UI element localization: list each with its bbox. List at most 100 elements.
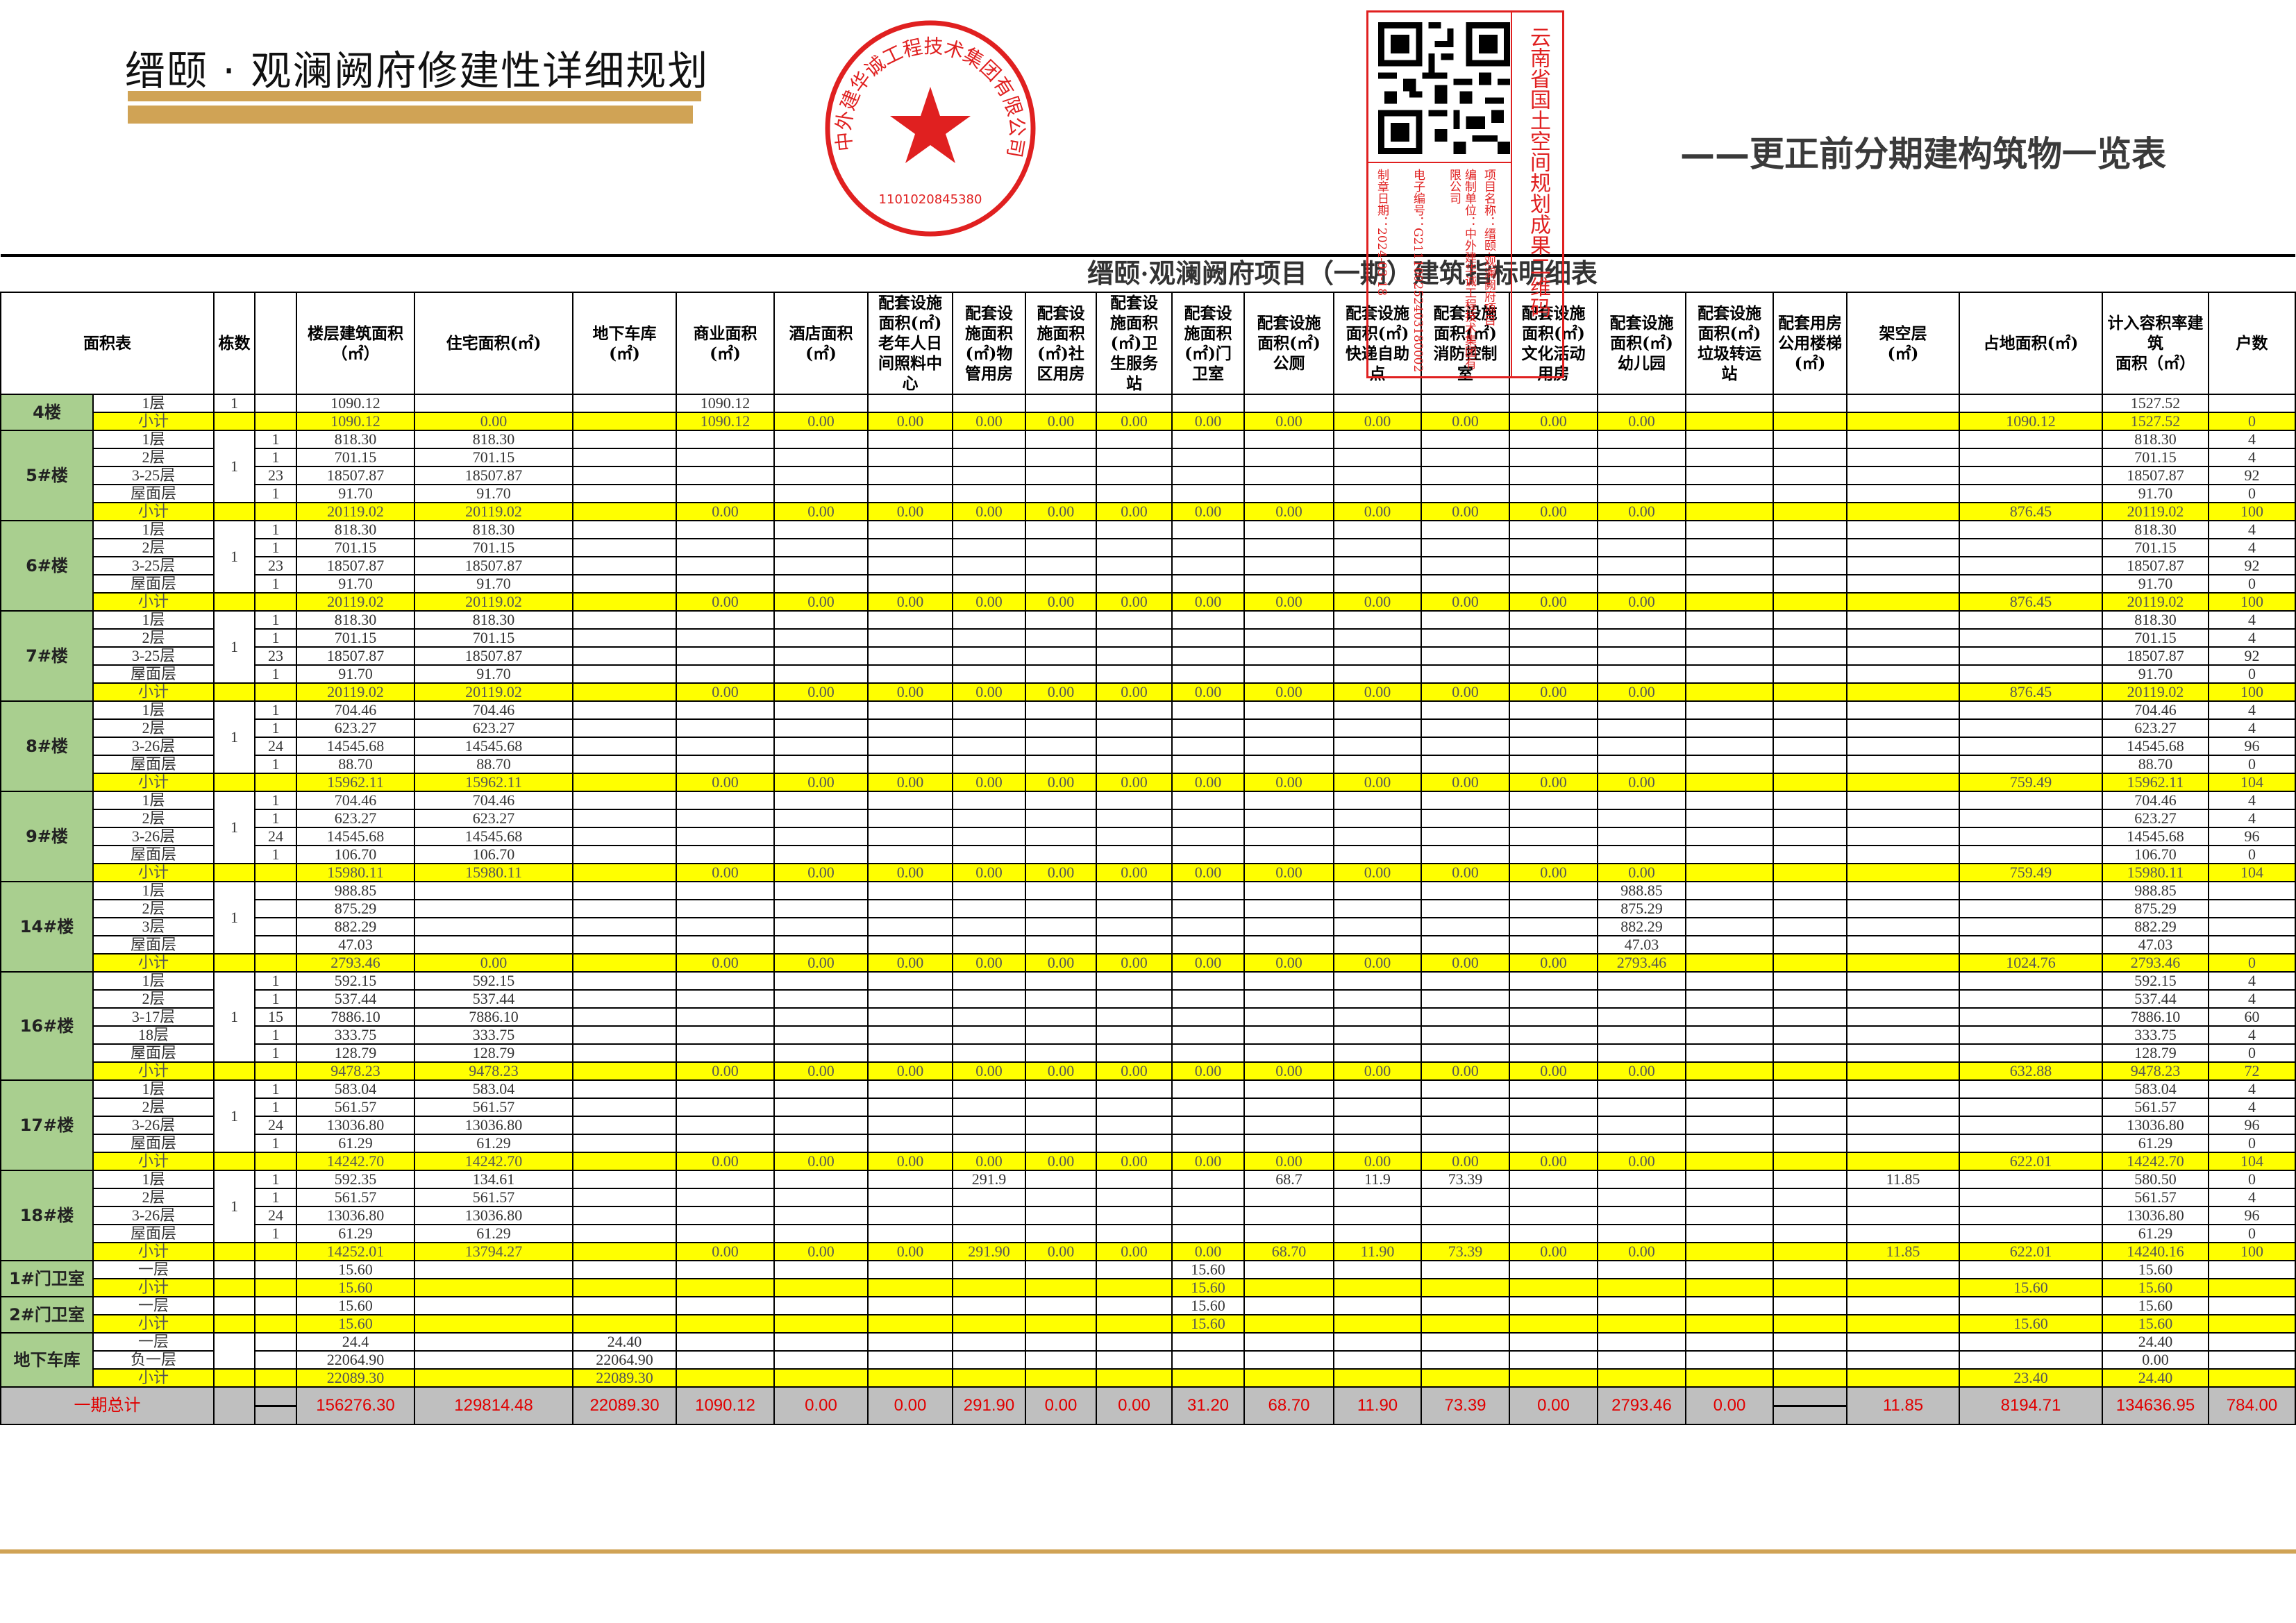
subtotal-value <box>952 1278 1026 1297</box>
cell-value <box>1333 1296 1422 1315</box>
cell-value <box>1333 971 1422 991</box>
cell-value <box>1685 520 1774 539</box>
cell-value <box>676 755 775 774</box>
cell-value <box>867 1079 953 1099</box>
cell-value <box>1509 1260 1598 1279</box>
cell-value <box>1333 989 1422 1009</box>
cell-value <box>1959 1224 2103 1243</box>
cell-value <box>676 718 775 738</box>
cell-value <box>1243 917 1334 936</box>
cell-value <box>773 520 869 539</box>
header-building-count: 栋数 <box>213 292 255 395</box>
cell-value <box>1243 971 1334 991</box>
cell-value <box>952 917 1026 936</box>
cell-value <box>1333 881 1422 900</box>
cell-value: 18507.87 <box>296 646 415 666</box>
cell-value <box>1773 394 1847 413</box>
cell-value: 291.9 <box>952 1170 1026 1189</box>
subtotal-value <box>1025 1278 1097 1297</box>
building-count: 1 <box>213 610 255 684</box>
subtotal-value <box>676 1278 775 1297</box>
cell-value <box>572 646 677 666</box>
cell-value <box>952 791 1026 810</box>
cell-value <box>2208 1332 2296 1352</box>
cell-value <box>952 1025 1026 1045</box>
cell-value <box>1685 664 1774 684</box>
total-value: 0.00 <box>1025 1386 1097 1425</box>
building-count: 1 <box>213 971 255 1063</box>
cell-value <box>773 1296 869 1315</box>
building-count: 1 <box>213 1079 255 1153</box>
subtotal-value <box>773 1368 869 1388</box>
cell-value <box>1333 899 1422 918</box>
cell-value <box>1096 610 1173 630</box>
cell-value: 24.40 <box>2102 1332 2209 1352</box>
cell-value <box>952 394 1026 413</box>
subtotal-value: 0.00 <box>1171 592 1245 612</box>
cell-value: 704.46 <box>296 700 415 720</box>
cell-value <box>676 791 775 810</box>
cell-value: 0 <box>2208 845 2296 864</box>
total-value: 31.20 <box>1171 1386 1245 1425</box>
cell-value <box>1773 610 1847 630</box>
floor-count <box>254 592 297 612</box>
cell-value <box>1509 520 1598 539</box>
cell-value <box>676 628 775 648</box>
subtotal-value <box>572 773 677 792</box>
cell-value <box>1025 394 1097 413</box>
cell-value <box>572 484 677 503</box>
subtotal-value <box>1685 412 1774 431</box>
cell-value <box>2208 1350 2296 1370</box>
cell-value <box>1421 1134 1510 1153</box>
cell-value <box>867 718 953 738</box>
building-count <box>213 1152 255 1171</box>
cell-value <box>676 1260 775 1279</box>
cell-value <box>1685 628 1774 648</box>
cell-value: 18507.87 <box>296 556 415 575</box>
cell-value <box>572 917 677 936</box>
floor-count <box>254 502 297 521</box>
cell-value <box>572 1296 677 1315</box>
cell-value <box>1509 917 1598 936</box>
cell-value <box>1025 971 1097 991</box>
subtotal-value: 0.00 <box>1333 863 1422 882</box>
cell-value <box>952 484 1026 503</box>
cell-value <box>676 1025 775 1045</box>
subtotal-value: 0.00 <box>676 592 775 612</box>
cell-value <box>1243 574 1334 594</box>
subtotal-label: 小计 <box>92 863 215 882</box>
cell-value <box>773 610 869 630</box>
subtotal-value <box>1333 1314 1422 1334</box>
cell-value: 61.29 <box>296 1134 415 1153</box>
cell-value: 561.57 <box>414 1098 573 1117</box>
cell-value <box>1171 791 1245 810</box>
column-header: 酒店面积 (㎡) <box>773 292 869 395</box>
cell-value <box>867 917 953 936</box>
floor-count <box>254 1332 297 1352</box>
cell-value <box>1096 718 1173 738</box>
total-value: 0.00 <box>1685 1386 1774 1425</box>
cell-value: 13036.80 <box>2102 1206 2209 1225</box>
cell-value: 14545.68 <box>414 827 573 846</box>
cell-value <box>1509 935 1598 955</box>
cell-value <box>1846 971 1960 991</box>
cell-value <box>1959 971 2103 991</box>
cell-value: 0 <box>2208 574 2296 594</box>
floor-count <box>254 1386 297 1425</box>
cell-value <box>1509 971 1598 991</box>
cell-value <box>1171 1350 1245 1370</box>
cell-value <box>676 881 775 900</box>
cell-value: 91.70 <box>2102 484 2209 503</box>
cell-value: 701.15 <box>296 448 415 467</box>
subtotal-value <box>1685 1278 1774 1297</box>
cell-value <box>1509 1043 1598 1063</box>
cell-value <box>1509 791 1598 810</box>
cell-value <box>773 394 869 413</box>
cell-value: 701.15 <box>2102 628 2209 648</box>
subtotal-value: 876.45 <box>1959 682 2103 702</box>
cell-value <box>952 971 1026 991</box>
column-header: 商业面积 (㎡) <box>676 292 775 395</box>
table-row: 屋面层 1 61.29 61.29 61.29 0 <box>1 1224 2296 1243</box>
subtotal-value <box>414 1278 573 1297</box>
cell-value: 623.27 <box>2102 718 2209 738</box>
